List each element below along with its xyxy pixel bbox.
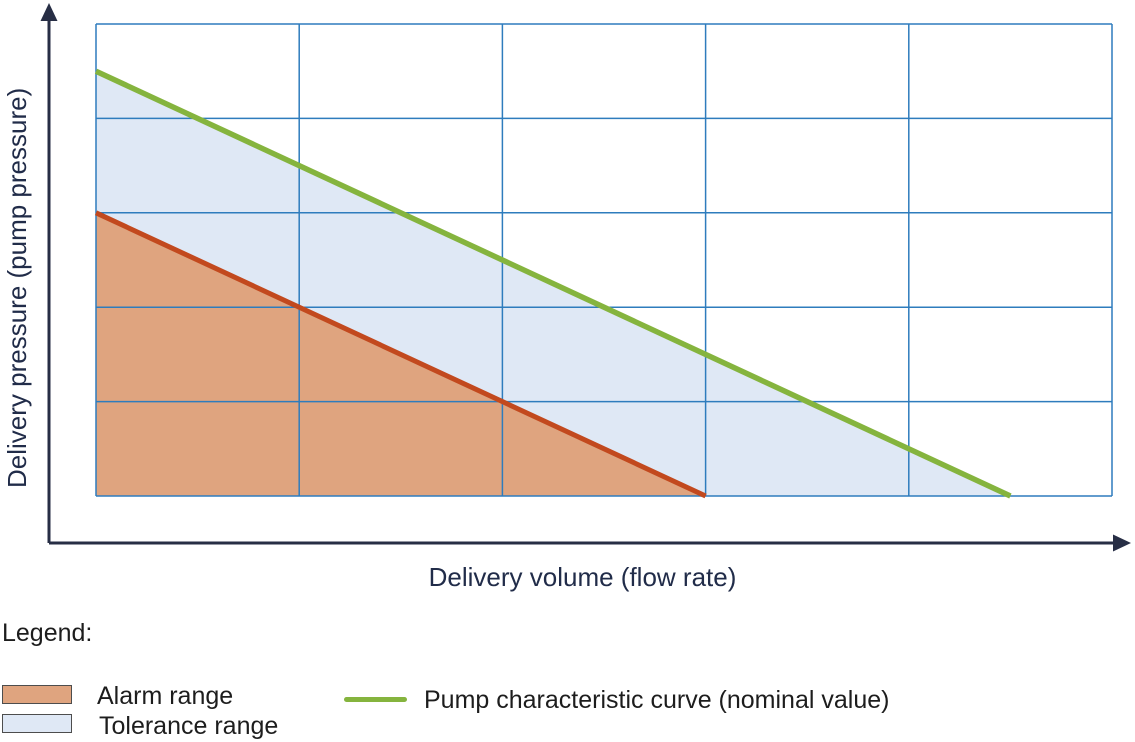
pump-curve-chart (40, 3, 1131, 552)
nominal-curve-swatch (344, 697, 407, 702)
alarm-range-swatch (2, 685, 72, 704)
x-axis-arrowhead-icon (1113, 534, 1131, 552)
tolerance-range-swatch (2, 714, 72, 733)
tolerance-range-label: Tolerance range (99, 712, 279, 740)
y-axis-arrowhead-icon (40, 3, 58, 21)
series-line-0 (94, 68, 1012, 499)
y-axis-label: Delivery pressure (pump pressure) (2, 87, 32, 489)
chart-lines-layer (94, 68, 1012, 499)
legend-title: Legend: (2, 619, 93, 647)
alarm-range-label: Alarm range (97, 682, 234, 710)
axes-layer (40, 3, 1131, 552)
region-edge-line-0 (94, 210, 707, 499)
nominal-curve-label: Pump characteristic curve (nominal value… (424, 686, 890, 714)
x-axis-label: Delivery volume (flow rate) (428, 562, 737, 592)
